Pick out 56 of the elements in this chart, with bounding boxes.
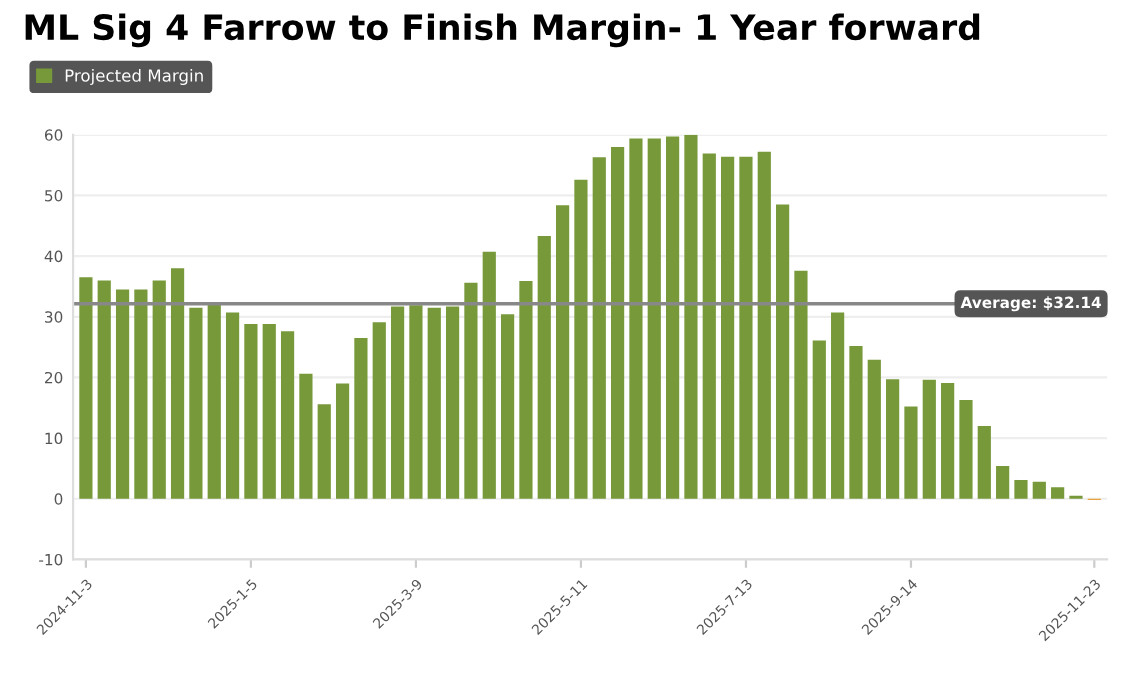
chart-title: ML Sig 4 Farrow to Finish Margin- 1 Year forward: [25, 13, 980, 48]
bar: [1014, 479, 1028, 499]
bar: [464, 282, 478, 499]
bar: [886, 379, 900, 499]
bar: [500, 314, 515, 499]
bar: [519, 280, 533, 499]
bar: [170, 268, 185, 499]
bar: [482, 251, 496, 499]
bar: [574, 179, 588, 499]
bar: [97, 280, 111, 499]
bar: [372, 322, 386, 499]
bar: [611, 146, 625, 499]
bar: [427, 307, 441, 499]
bar: [812, 340, 826, 499]
bar: [1032, 481, 1046, 499]
bar: [959, 399, 973, 499]
bar: [409, 305, 423, 499]
bar: [244, 324, 258, 499]
bar: [189, 307, 203, 499]
bar: [335, 383, 350, 499]
bar: [904, 406, 918, 499]
bar: [280, 331, 295, 499]
bar: [537, 236, 551, 499]
bar: [996, 466, 1010, 499]
bar: [647, 138, 661, 499]
bar: [794, 270, 808, 499]
bar: [225, 312, 240, 499]
bar: [79, 277, 93, 499]
bar: [556, 205, 570, 499]
bar: [757, 151, 771, 499]
bar: [922, 379, 936, 499]
bar: [262, 324, 276, 499]
bar: [207, 302, 221, 499]
bar: [739, 156, 753, 499]
bar: [1051, 487, 1065, 499]
bar: [445, 306, 460, 499]
bar: [831, 312, 845, 499]
bar: [721, 156, 735, 499]
bar: [354, 338, 368, 499]
legend-label: Projected Margin: [65, 68, 203, 86]
bar: [977, 425, 991, 499]
bar: [134, 289, 148, 499]
bar: [941, 382, 955, 499]
bar: [684, 134, 698, 499]
bar: [299, 373, 313, 499]
bar: [152, 280, 166, 499]
bar: [867, 359, 881, 499]
bar: [629, 138, 643, 499]
bar: [776, 204, 790, 499]
bar: [702, 153, 716, 499]
bar: [592, 157, 606, 499]
bar: [317, 404, 331, 499]
bar: [666, 136, 680, 499]
bar: [115, 289, 130, 499]
bar: [390, 306, 405, 499]
bar: [849, 345, 863, 499]
